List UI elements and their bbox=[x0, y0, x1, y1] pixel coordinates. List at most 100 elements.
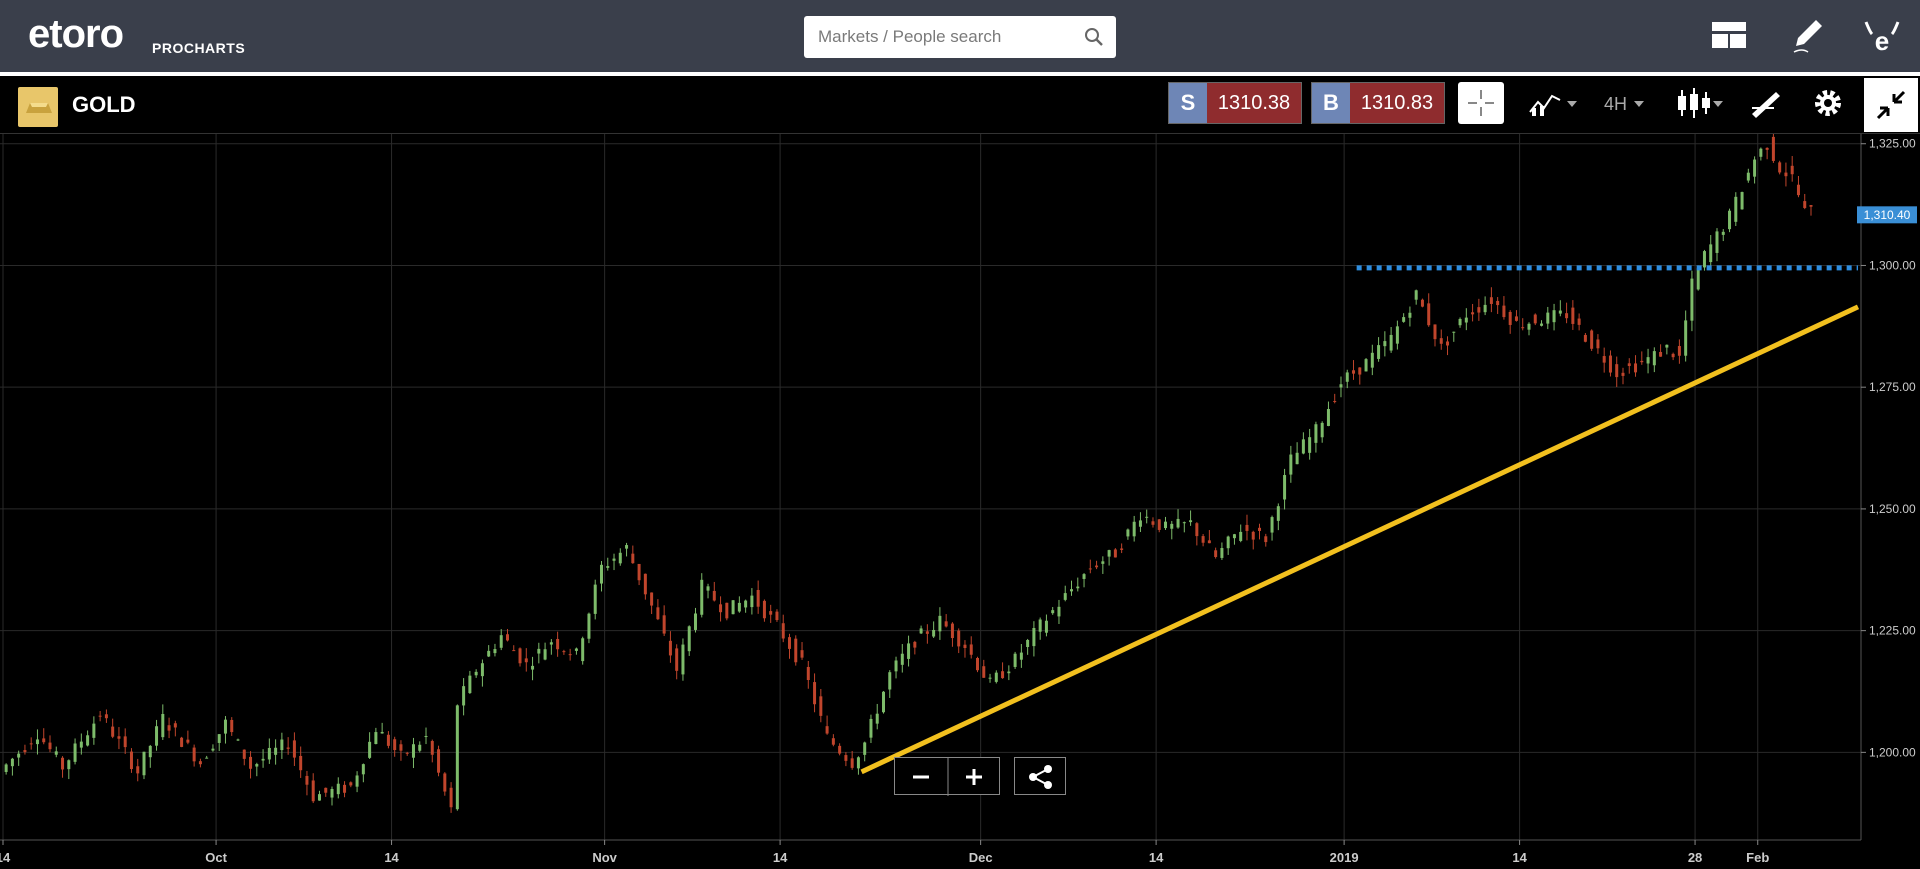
pencil-icon[interactable] bbox=[1788, 16, 1828, 56]
candle bbox=[1765, 147, 1769, 160]
candle bbox=[67, 759, 71, 780]
drawing-tools-icon[interactable] bbox=[1746, 82, 1786, 124]
candle bbox=[1659, 344, 1663, 357]
candle bbox=[825, 715, 829, 735]
candle bbox=[537, 642, 541, 664]
candle bbox=[1652, 347, 1656, 373]
candle bbox=[1395, 320, 1399, 350]
candle-type-icon[interactable] bbox=[1672, 82, 1712, 124]
candle bbox=[1715, 228, 1719, 262]
candle bbox=[1370, 344, 1374, 376]
candle bbox=[155, 719, 159, 751]
y-tick-label: 1,300.00 bbox=[1869, 258, 1916, 272]
candle bbox=[1796, 175, 1800, 198]
candle bbox=[574, 647, 578, 655]
candle bbox=[1684, 310, 1688, 362]
candle bbox=[292, 732, 296, 766]
timeframe-caret-icon[interactable] bbox=[1634, 101, 1644, 107]
candle bbox=[1352, 360, 1356, 380]
candle bbox=[104, 709, 108, 723]
candle bbox=[944, 614, 948, 628]
support-trendline[interactable] bbox=[860, 304, 1860, 775]
candle bbox=[205, 755, 209, 759]
candle bbox=[856, 756, 860, 775]
zoom-out-icon[interactable] bbox=[895, 758, 948, 796]
candle bbox=[1063, 585, 1067, 602]
candle bbox=[800, 642, 804, 660]
sell-button[interactable]: S 1310.38 bbox=[1168, 82, 1302, 124]
candle bbox=[1314, 421, 1318, 453]
share-icon bbox=[1029, 765, 1052, 789]
candle bbox=[1189, 510, 1193, 526]
candle bbox=[875, 703, 879, 730]
etoro-e-icon[interactable]: e bbox=[1862, 16, 1902, 56]
indicators-icon[interactable] bbox=[1526, 82, 1566, 124]
buy-button[interactable]: B 1310.83 bbox=[1311, 82, 1445, 124]
search-input[interactable] bbox=[818, 16, 1078, 58]
search-box[interactable] bbox=[804, 16, 1116, 58]
candle bbox=[781, 614, 785, 643]
candle bbox=[556, 631, 560, 657]
timeframe-select[interactable]: 4H bbox=[1604, 94, 1628, 114]
candle bbox=[499, 629, 503, 651]
candle bbox=[813, 673, 817, 713]
etoro-logo[interactable]: etoro bbox=[28, 12, 124, 56]
candle bbox=[1439, 329, 1443, 350]
candle bbox=[1446, 336, 1450, 356]
candle bbox=[913, 640, 917, 655]
candle bbox=[1489, 287, 1493, 313]
candle bbox=[1095, 560, 1099, 570]
candle bbox=[938, 607, 942, 640]
candle bbox=[355, 771, 359, 793]
candle bbox=[1464, 308, 1468, 331]
candle bbox=[888, 670, 892, 698]
settings-gear-icon[interactable] bbox=[1808, 82, 1848, 124]
candle bbox=[1583, 332, 1587, 343]
candle bbox=[712, 581, 716, 602]
candle bbox=[700, 573, 704, 618]
candle bbox=[505, 628, 509, 642]
candle bbox=[1540, 320, 1544, 327]
candle bbox=[988, 673, 992, 683]
buy-price: 1310.83 bbox=[1350, 83, 1444, 123]
indicators-caret-icon[interactable] bbox=[1567, 101, 1577, 107]
candle bbox=[919, 625, 923, 635]
candle bbox=[744, 599, 748, 613]
collapse-button[interactable] bbox=[1864, 78, 1918, 132]
candle bbox=[255, 762, 259, 777]
candle bbox=[1038, 617, 1042, 640]
candle bbox=[186, 730, 190, 745]
candle bbox=[411, 737, 415, 769]
price-chart[interactable]: 1,325.00 1,300.00 1,275.00 1,250.00 1,225.00… bbox=[0, 134, 1920, 869]
candle bbox=[1182, 521, 1186, 533]
candle bbox=[762, 599, 766, 622]
candle bbox=[806, 660, 810, 689]
candle bbox=[850, 750, 854, 770]
candle bbox=[1239, 524, 1243, 543]
candle-type-caret-icon[interactable] bbox=[1713, 101, 1723, 107]
zoom-in-icon[interactable] bbox=[948, 758, 1001, 796]
layout-icon[interactable] bbox=[1710, 16, 1750, 56]
candle bbox=[1333, 393, 1337, 404]
candle bbox=[1057, 599, 1061, 625]
candle bbox=[994, 670, 998, 684]
candle bbox=[349, 781, 353, 788]
candle bbox=[217, 734, 221, 752]
candle bbox=[1107, 549, 1111, 566]
candle bbox=[393, 736, 397, 757]
y-tick-label: 1,225.00 bbox=[1869, 624, 1916, 638]
crosshair-button[interactable] bbox=[1458, 82, 1504, 124]
candle bbox=[1646, 348, 1650, 374]
candle bbox=[361, 763, 365, 783]
candle bbox=[599, 560, 603, 592]
top-bar: etoro PROCHARTS e bbox=[0, 0, 1920, 72]
candle bbox=[98, 710, 102, 722]
candle bbox=[1596, 334, 1600, 354]
candle bbox=[1295, 442, 1299, 465]
candle bbox=[1383, 331, 1387, 357]
candle bbox=[1502, 296, 1506, 320]
search-icon[interactable] bbox=[1084, 27, 1104, 47]
share-button[interactable] bbox=[1014, 757, 1066, 795]
candle bbox=[1044, 614, 1048, 637]
candle bbox=[1414, 289, 1418, 305]
